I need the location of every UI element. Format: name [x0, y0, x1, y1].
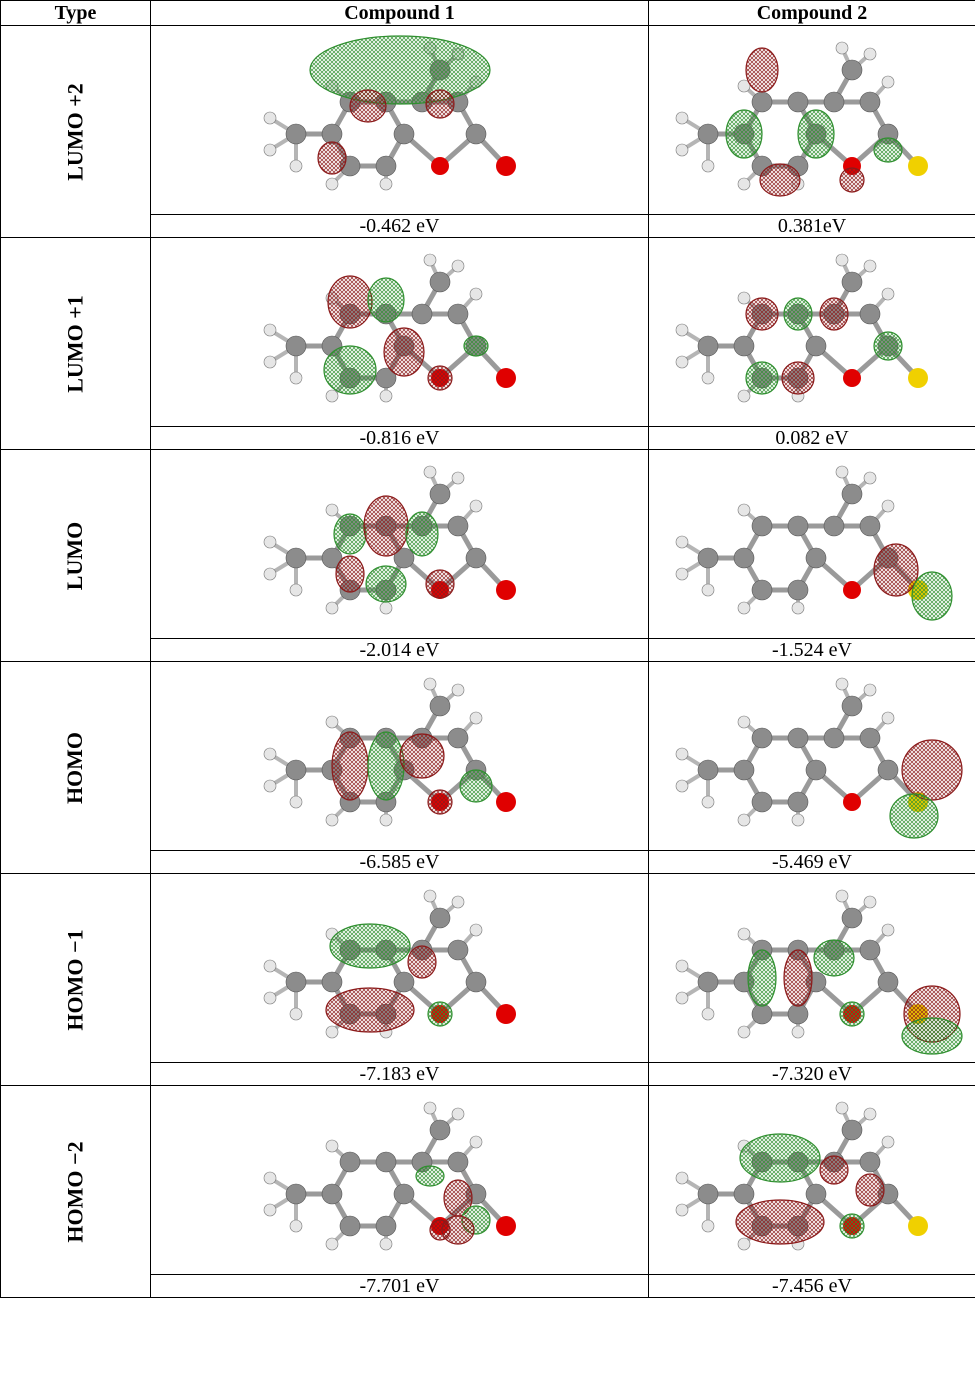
compound-2-orbital-image: [648, 873, 975, 1063]
molecule-orbital-drawing: [263, 465, 516, 615]
molecule-orbital-drawing: [675, 889, 963, 1055]
orbital-type-cell: HOMO −2: [0, 1085, 151, 1298]
compound-1-energy: -2.014 eV: [150, 638, 649, 662]
compound-2-orbital-image: [648, 237, 975, 427]
compound-1-energy: -7.701 eV: [150, 1274, 649, 1298]
compound-1-energy: -6.585 eV: [150, 850, 649, 874]
header-row: Type Compound 1 Compound 2: [0, 0, 975, 26]
orbital-type-cell: HOMO: [0, 661, 151, 874]
orbital-type-cell: LUMO: [0, 449, 151, 662]
orbital-type-label: HOMO: [62, 731, 88, 804]
orbital-type-label: LUMO +1: [62, 294, 88, 393]
orbital-type-cell: LUMO +2: [0, 25, 151, 238]
compound-2-energy: -7.456 eV: [648, 1274, 975, 1298]
compound-1-energy: -0.816 eV: [150, 426, 649, 450]
compound-1-orbital-image: [150, 237, 649, 427]
compound-2-orbital-image: [648, 449, 975, 639]
table-row: LUMO +1: [0, 237, 975, 450]
compound-1-orbital-image: [150, 873, 649, 1063]
orbital-table: Type Compound 1 Compound 2 LUMO +2 -0.46…: [0, 0, 975, 1298]
compound-2-energy: -7.320 eV: [648, 1062, 975, 1086]
energy-row: -0.816 eV 0.082 eV: [1, 426, 975, 450]
energy-row: -0.462 eV 0.381eV: [1, 214, 975, 238]
header-compound-1: Compound 1: [150, 0, 649, 26]
table-row: LUMO +2: [0, 25, 975, 238]
molecule-orbital-drawing: [263, 889, 516, 1039]
compound-2-orbital-image: [648, 25, 975, 215]
orbital-type-label: LUMO +2: [62, 82, 88, 181]
compound-1-energy: -7.183 eV: [150, 1062, 649, 1086]
compound-2-energy: -1.524 eV: [648, 638, 975, 662]
molecule-orbital-drawing: [263, 677, 516, 827]
orbital-type-cell: HOMO −1: [0, 873, 151, 1086]
energy-row: -2.014 eV -1.524 eV: [1, 638, 975, 662]
header-type: Type: [0, 0, 151, 26]
compound-1-orbital-image: [150, 661, 649, 851]
molecule-orbital-drawing: [263, 35, 516, 191]
molecule-orbital-drawing: [263, 253, 516, 403]
compound-2-orbital-image: [648, 1085, 975, 1275]
orbital-type-label: HOMO −1: [62, 928, 88, 1031]
compound-1-orbital-image: [150, 1085, 649, 1275]
table-row: LUMO: [0, 449, 975, 662]
energy-row: -6.585 eV -5.469 eV: [1, 850, 975, 874]
compound-1-energy: -0.462 eV: [150, 214, 649, 238]
molecule-orbital-drawing: [675, 41, 928, 197]
molecule-orbital-drawing: [675, 677, 963, 839]
table-row: HOMO −2: [0, 1085, 975, 1298]
table-row: HOMO −1: [0, 873, 975, 1086]
molecule-orbital-drawing: [675, 465, 953, 621]
compound-1-orbital-image: [150, 25, 649, 215]
header-compound-2: Compound 2: [648, 0, 975, 26]
orbital-type-cell: LUMO +1: [0, 237, 151, 450]
table-row: HOMO: [0, 661, 975, 874]
compound-2-energy: 0.082 eV: [648, 426, 975, 450]
molecule-orbital-drawing: [675, 253, 928, 403]
orbital-type-label: LUMO: [62, 521, 88, 590]
orbital-type-label: HOMO −2: [62, 1140, 88, 1243]
energy-row: -7.701 eV -7.456 eV: [1, 1274, 975, 1298]
compound-2-orbital-image: [648, 661, 975, 851]
compound-2-energy: 0.381eV: [648, 214, 975, 238]
compound-1-orbital-image: [150, 449, 649, 639]
molecule-orbital-drawing: [675, 1101, 928, 1251]
molecule-orbital-drawing: [263, 1101, 516, 1251]
compound-2-energy: -5.469 eV: [648, 850, 975, 874]
